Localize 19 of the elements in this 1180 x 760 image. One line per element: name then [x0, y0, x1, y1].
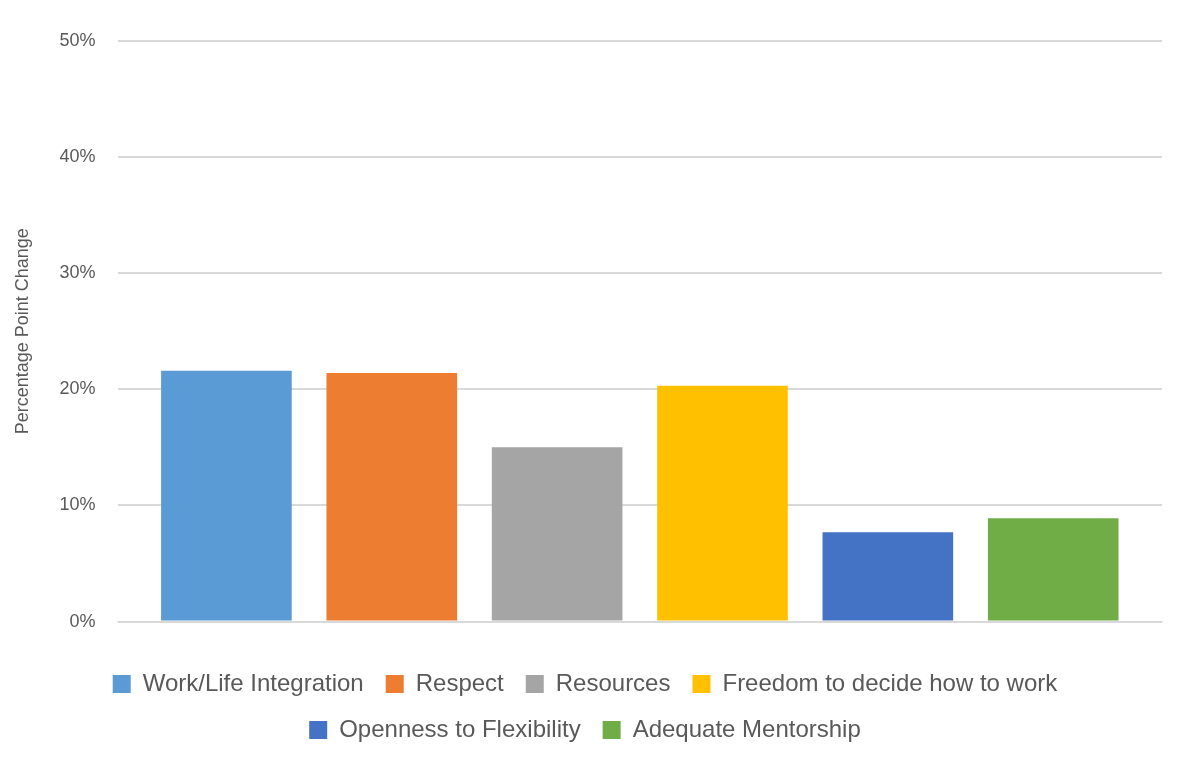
legend-label: Work/Life Integration — [142, 668, 364, 696]
bar — [822, 532, 954, 621]
bar — [326, 373, 458, 621]
y-tick-label: 20% — [59, 378, 96, 399]
bar — [161, 370, 292, 621]
bar — [657, 385, 788, 621]
legend-label: Respect — [415, 668, 505, 696]
legend-label: Adequate Mentorship — [632, 714, 861, 742]
legend-label: Freedom to decide how to work — [722, 668, 1059, 696]
y-axis-title: Percentage Point Change — [11, 228, 32, 435]
y-tick-label: 0% — [69, 610, 96, 631]
y-tick-label: 40% — [59, 145, 96, 166]
legend-label: Openness to Flexibility — [339, 714, 581, 742]
bar — [987, 518, 1119, 621]
bar — [491, 447, 623, 621]
legend-label: Resources — [555, 668, 671, 696]
y-tick-label: 30% — [59, 262, 96, 283]
y-tick-label: 10% — [59, 494, 96, 515]
y-tick-label: 50% — [59, 29, 96, 50]
